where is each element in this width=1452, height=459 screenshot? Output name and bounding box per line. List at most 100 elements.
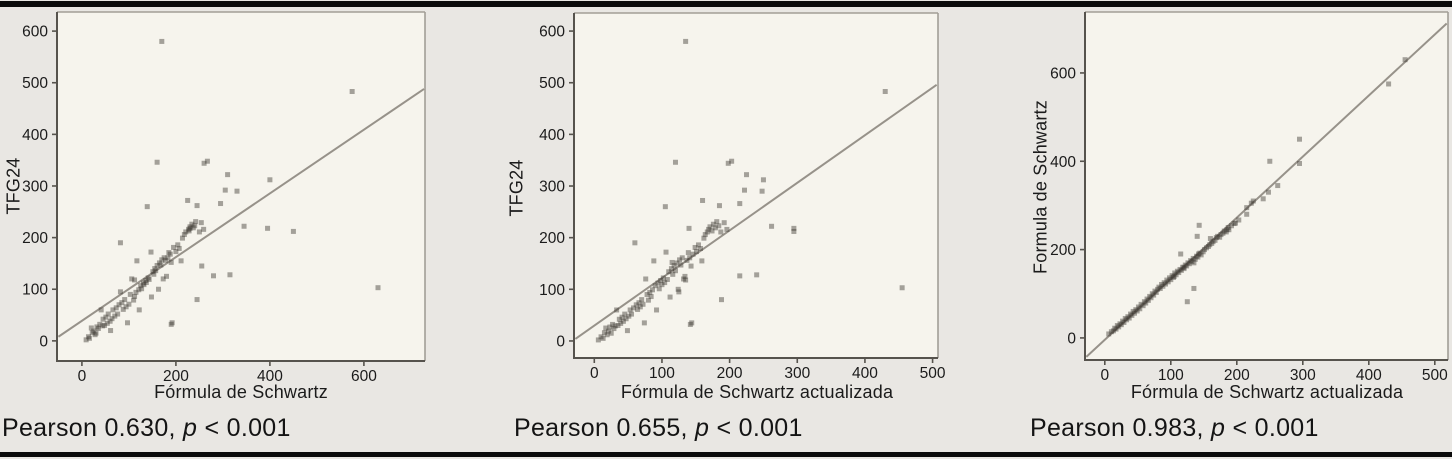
- data-point: [194, 203, 200, 209]
- data-point: [116, 302, 122, 308]
- data-point: [716, 223, 722, 229]
- data-point: [98, 307, 104, 313]
- caption-text: < 0.001: [1225, 414, 1319, 442]
- data-point: [635, 306, 641, 312]
- data-point: [658, 278, 664, 284]
- data-point: [148, 294, 154, 300]
- p-symbol: p: [1211, 414, 1226, 442]
- data-point: [754, 272, 760, 278]
- data-point: [189, 221, 195, 227]
- data-point: [163, 257, 169, 263]
- data-point: [1209, 240, 1215, 246]
- data-point: [690, 251, 696, 257]
- data-point: [618, 320, 624, 326]
- data-point: [159, 257, 165, 263]
- data-point: [1203, 245, 1209, 251]
- data-point: [704, 229, 710, 235]
- data-point: [647, 289, 653, 295]
- data-point: [222, 187, 228, 193]
- data-point: [1297, 160, 1302, 166]
- data-point: [265, 225, 271, 231]
- y-tick-label: 0: [1067, 330, 1076, 347]
- y-tick-label: 200: [22, 230, 48, 247]
- data-point: [677, 257, 683, 263]
- data-point: [1170, 274, 1176, 280]
- data-point: [636, 300, 642, 306]
- data-point: [1220, 230, 1226, 236]
- data-point: [670, 271, 676, 277]
- data-point: [1178, 267, 1184, 273]
- data-point: [682, 273, 688, 279]
- x-axis-label-plot1: Fórmula de Schwartz: [154, 382, 328, 402]
- x-tick-label: 100: [649, 365, 675, 382]
- data-point: [687, 255, 693, 261]
- data-point: [1386, 81, 1392, 87]
- data-point: [119, 300, 125, 306]
- data-point: [626, 313, 632, 319]
- data-point: [158, 262, 164, 268]
- data-point: [138, 283, 144, 289]
- data-point: [165, 255, 171, 261]
- data-point: [104, 320, 110, 326]
- data-point: [129, 276, 135, 282]
- data-point: [159, 38, 165, 44]
- data-point: [136, 287, 142, 293]
- data-point: [1143, 300, 1149, 306]
- y-axis-label-plot2: TFG24: [506, 159, 527, 217]
- data-point: [100, 316, 106, 322]
- data-point: [683, 277, 689, 283]
- data-point: [1402, 57, 1408, 63]
- x-tick-label: 300: [1290, 367, 1316, 384]
- y-tick-label: 0: [556, 333, 565, 350]
- data-point: [1260, 196, 1266, 202]
- data-point: [1190, 255, 1196, 261]
- data-point: [1132, 310, 1137, 316]
- data-point: [1147, 293, 1153, 299]
- data-point: [211, 273, 217, 279]
- data-point: [133, 289, 139, 295]
- data-point: [1157, 285, 1163, 291]
- data-point: [718, 297, 724, 303]
- data-point: [168, 321, 174, 327]
- caption-text: Pearson 0.983,: [1030, 414, 1212, 442]
- data-point: [1196, 222, 1202, 228]
- data-point: [166, 250, 172, 256]
- data-point: [1184, 263, 1190, 269]
- data-point: [164, 273, 170, 279]
- data-point: [606, 328, 612, 334]
- y-axis-label-plot1: TFG24: [3, 157, 24, 215]
- data-point: [899, 285, 905, 291]
- data-point: [83, 337, 89, 343]
- data-point: [176, 245, 182, 251]
- data-point: [674, 260, 680, 266]
- pearson-caption-plot2: Pearson 0.655, p < 0.001: [514, 414, 803, 443]
- data-point: [664, 276, 670, 282]
- data-point: [741, 187, 747, 193]
- data-point: [148, 249, 154, 255]
- data-point: [267, 177, 273, 183]
- data-point: [1145, 297, 1151, 303]
- data-point: [595, 337, 601, 343]
- data-point: [675, 286, 681, 292]
- data-point: [227, 272, 233, 278]
- data-point: [700, 197, 706, 203]
- data-point: [234, 188, 240, 194]
- data-point: [718, 229, 724, 235]
- y-tick-label: 0: [39, 333, 48, 350]
- data-point: [612, 323, 618, 329]
- data-point: [600, 335, 606, 341]
- fit-line: [1085, 22, 1448, 358]
- data-point: [167, 251, 173, 257]
- data-point: [1198, 252, 1204, 258]
- data-point: [113, 305, 119, 311]
- y-tick-label: 400: [22, 127, 48, 144]
- data-point: [604, 332, 610, 338]
- data-point: [652, 283, 658, 289]
- data-point: [143, 277, 149, 283]
- data-point: [614, 307, 620, 313]
- data-point: [656, 286, 662, 292]
- data-point: [1212, 237, 1218, 243]
- data-point: [791, 228, 797, 234]
- data-point: [124, 320, 130, 326]
- x-axis-label-plot2: Fórmula de Schwartz actualizada: [620, 382, 894, 402]
